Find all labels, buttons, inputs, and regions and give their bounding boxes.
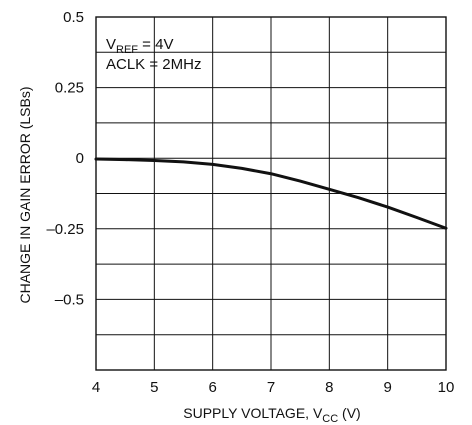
plot-frame bbox=[95, 16, 447, 371]
x-tick-label: 5 bbox=[150, 379, 158, 396]
series-layer bbox=[94, 157, 448, 230]
tick-labels: 4 5 6 7 8 9 10 0.5 0.25 0 –0.25 –0.5 bbox=[46, 9, 454, 396]
series-line bbox=[94, 157, 448, 230]
grid bbox=[96, 17, 446, 370]
x-tick-label: 6 bbox=[208, 379, 216, 396]
plot-border bbox=[95, 16, 447, 371]
y-tick-label: 0.25 bbox=[55, 80, 84, 97]
y-tick-label: –0.25 bbox=[46, 221, 84, 238]
y-tick-label: 0 bbox=[76, 150, 84, 167]
x-axis-title: SUPPLY VOLTAGE, VCC (V) bbox=[183, 405, 360, 425]
annotation-vref: VREF = 4V bbox=[106, 36, 173, 56]
y-axis-title: CHANGE IN GAIN ERROR (LSBs) bbox=[17, 86, 33, 303]
y-tick-label: –0.5 bbox=[55, 291, 84, 308]
x-tick-label: 8 bbox=[325, 379, 333, 396]
x-tick-label: 4 bbox=[92, 379, 100, 396]
y-tick-label: 0.5 bbox=[63, 9, 84, 26]
annotation-aclk: ACLK = 2MHz bbox=[106, 56, 201, 73]
x-tick-label: 9 bbox=[383, 379, 391, 396]
x-tick-label: 7 bbox=[267, 379, 275, 396]
x-tick-label: 10 bbox=[438, 379, 455, 396]
